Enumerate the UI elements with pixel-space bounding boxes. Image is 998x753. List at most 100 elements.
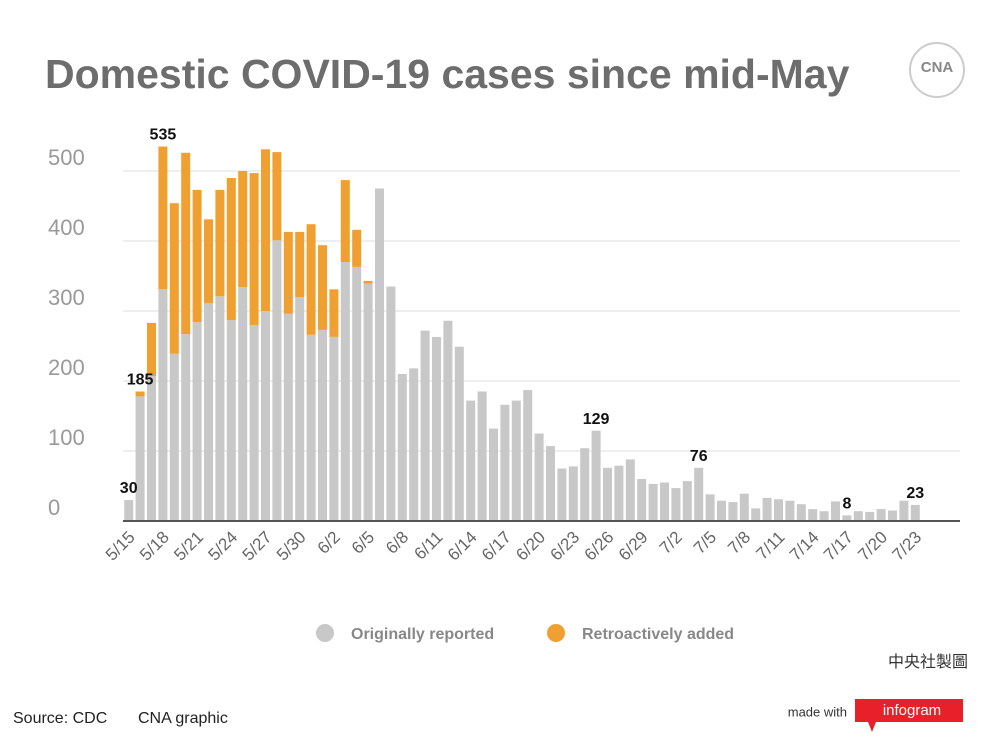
bar-segment xyxy=(135,396,145,521)
bar-segment xyxy=(603,467,612,521)
bar-segment xyxy=(261,311,270,521)
bar-segment xyxy=(181,334,191,521)
total-label: 185 xyxy=(127,372,154,389)
y-tick-label: 0 xyxy=(48,495,60,520)
bar-segment xyxy=(739,493,749,521)
bar-segment xyxy=(147,322,156,377)
bar-segment xyxy=(375,188,384,521)
bar-segment xyxy=(215,296,225,521)
source-label: Source: CDC xyxy=(13,710,107,727)
y-tick-label: 200 xyxy=(48,355,85,380)
bar-segment xyxy=(386,286,396,521)
credit-label: CNA graphic xyxy=(138,710,228,727)
bar-segment xyxy=(853,511,863,521)
bar-segment xyxy=(192,322,202,521)
y-tick-label: 300 xyxy=(48,285,85,310)
bar-segment xyxy=(249,325,259,521)
bar-segment xyxy=(238,287,248,521)
bar-segment xyxy=(340,180,350,262)
bar-segment xyxy=(215,189,225,297)
bar-segment xyxy=(192,189,202,323)
total-label: 8 xyxy=(842,496,851,513)
bar-segment xyxy=(238,171,248,288)
bar-segment xyxy=(318,329,327,521)
brand-label: infogram xyxy=(883,702,941,719)
bar-segment xyxy=(443,320,453,521)
made-with-label: made with xyxy=(788,704,847,719)
bar-segment xyxy=(614,465,624,521)
bar-segment xyxy=(283,231,293,314)
bar-segment xyxy=(454,346,464,521)
bar-segment xyxy=(352,229,362,267)
bar-segment xyxy=(705,494,715,521)
bar-segment xyxy=(204,219,213,304)
bar-segment xyxy=(158,146,168,290)
bar-segment xyxy=(557,468,567,521)
bar-segment xyxy=(318,245,327,330)
bar-segment xyxy=(272,152,282,241)
bar-segment xyxy=(808,509,818,521)
bar-segment xyxy=(295,297,305,521)
bar-segment xyxy=(888,510,897,521)
bar-segment xyxy=(671,488,681,521)
bar-segment xyxy=(169,353,179,521)
chart-title: Domestic COVID-19 cases since mid-May xyxy=(45,51,850,97)
bar-segment xyxy=(249,173,259,325)
bar-segment xyxy=(283,313,293,521)
total-label: 30 xyxy=(120,480,138,497)
bar-segment xyxy=(637,479,647,521)
bar-segment xyxy=(261,149,270,311)
bar-segment xyxy=(717,500,726,521)
bar-segment xyxy=(865,511,875,521)
legend-swatch xyxy=(316,624,334,642)
legend-label: Originally reported xyxy=(351,626,494,643)
bar-segment xyxy=(158,289,168,521)
bar-segment xyxy=(181,152,191,335)
bar-segment xyxy=(751,508,761,521)
total-label: 76 xyxy=(690,448,708,465)
bar-segment xyxy=(819,511,829,521)
bar-segment xyxy=(728,502,738,521)
bar-segment xyxy=(477,391,487,521)
bar-segment xyxy=(124,500,134,521)
maker-label: 中央社製圖 xyxy=(888,653,968,671)
bar-segment xyxy=(340,262,350,521)
bar-segment xyxy=(876,509,886,521)
bar-segment xyxy=(546,446,555,521)
bar-segment xyxy=(363,283,373,521)
bar-segment xyxy=(397,374,407,521)
bar-segment xyxy=(910,504,920,521)
bar-segment xyxy=(306,334,316,521)
bar-segment xyxy=(329,336,339,521)
bar-segment xyxy=(500,404,510,521)
bar-segment xyxy=(306,224,316,335)
legend-swatch xyxy=(547,624,565,642)
bar-segment xyxy=(785,500,795,521)
bar-segment xyxy=(226,320,236,521)
bar-segment xyxy=(648,483,658,521)
bar-segment xyxy=(295,231,305,297)
bar-segment xyxy=(147,376,156,521)
bar-segment xyxy=(591,430,601,521)
bar-segment xyxy=(523,390,533,521)
bar-segment xyxy=(580,448,590,521)
bar-segment xyxy=(272,240,282,522)
bar-segment xyxy=(625,459,635,521)
bar-segment xyxy=(352,266,362,521)
bar-segment xyxy=(409,368,419,521)
bar-segment xyxy=(489,428,498,521)
bar-segment xyxy=(363,280,373,284)
y-tick-label: 100 xyxy=(48,425,85,450)
bar-segment xyxy=(660,482,669,521)
bar-segment xyxy=(204,303,213,521)
logo-circle xyxy=(909,42,965,98)
total-label: 23 xyxy=(906,485,924,502)
bar-segment xyxy=(842,515,852,521)
logo-text: CNA xyxy=(921,59,954,76)
bar-segment xyxy=(762,497,772,521)
bar-segment xyxy=(831,501,840,521)
bar-segment xyxy=(135,391,145,397)
bar-segment xyxy=(432,336,441,521)
bar-segment xyxy=(899,500,909,521)
